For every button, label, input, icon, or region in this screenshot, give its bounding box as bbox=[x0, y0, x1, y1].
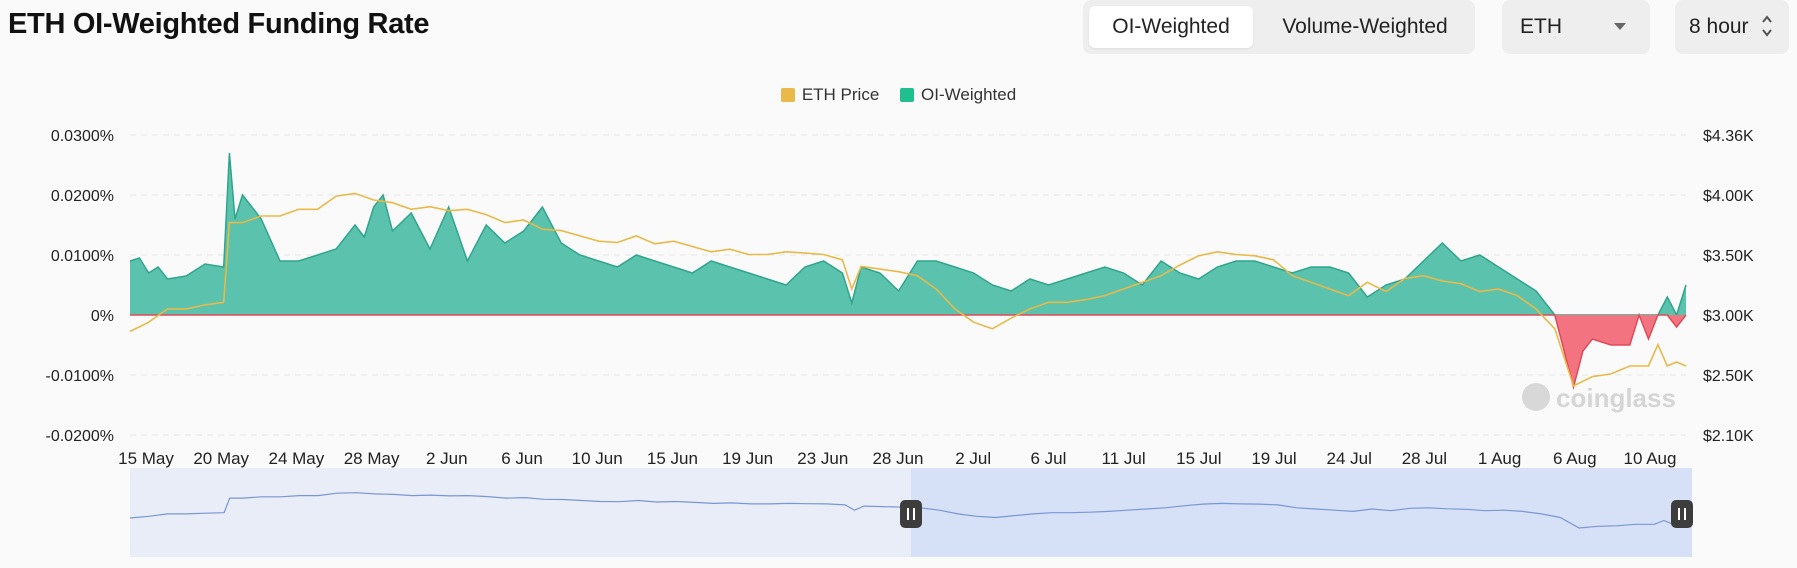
price-line bbox=[129, 192, 1687, 388]
x-tick-label: 6 Jul bbox=[1030, 449, 1066, 468]
navigator-selection[interactable] bbox=[911, 468, 1692, 557]
interval-select-value: 8 hour bbox=[1689, 15, 1749, 38]
watermark-text: coinglass bbox=[1556, 383, 1676, 413]
x-tick-label: 24 Jul bbox=[1327, 449, 1372, 468]
right-tick-label: $3.00K bbox=[1703, 308, 1754, 325]
x-tick-label: 2 Jun bbox=[426, 449, 468, 468]
x-tick-label: 1 Aug bbox=[1478, 449, 1522, 468]
left-tick-label: 0.0200% bbox=[51, 188, 114, 205]
left-tick-label: -0.0100% bbox=[46, 368, 115, 385]
x-tick-label: 15 May bbox=[118, 449, 174, 468]
right-tick-label: $2.10K bbox=[1703, 428, 1754, 445]
updown-caret-icon bbox=[1761, 12, 1773, 43]
x-tick-label: 6 Aug bbox=[1553, 449, 1597, 468]
legend-label-oi: OI-Weighted bbox=[921, 84, 1017, 104]
x-tick-label: 19 Jul bbox=[1251, 449, 1296, 468]
x-tick-label: 10 Aug bbox=[1624, 449, 1677, 468]
chart-legend: ETH Price OI-Weighted bbox=[0, 84, 1797, 105]
navigator[interactable] bbox=[129, 468, 1693, 557]
legend-swatch-oi bbox=[900, 87, 915, 102]
positive-area bbox=[130, 153, 1686, 315]
symbol-select-value: ETH bbox=[1520, 15, 1562, 38]
eth-price-line bbox=[129, 192, 1687, 388]
left-tick-label: 0% bbox=[91, 308, 114, 325]
x-tick-label: 23 Jun bbox=[797, 449, 848, 468]
x-axis: 15 May 20 May 24 May 28 May 2 Jun 6 Jun 10 Jun… bbox=[118, 449, 1676, 468]
x-tick-label: 19 Jun bbox=[722, 449, 773, 468]
x-tick-label: 15 Jul bbox=[1176, 449, 1221, 468]
positive-line bbox=[129, 152, 1687, 317]
x-tick-label: 15 Jun bbox=[647, 449, 698, 468]
x-tick-label: 10 Jun bbox=[572, 449, 623, 468]
x-tick-label: 28 May bbox=[344, 449, 400, 468]
weighting-toggle: OI-Weighted Volume-Weighted bbox=[1083, 0, 1475, 54]
x-tick-label: 28 Jun bbox=[872, 449, 923, 468]
legend-swatch-price bbox=[780, 87, 795, 102]
symbol-select[interactable]: ETH bbox=[1502, 0, 1650, 54]
right-tick-label: $4.36K bbox=[1703, 128, 1754, 145]
right-tick-label: $2.50K bbox=[1703, 368, 1754, 385]
navigator-handle-right[interactable] bbox=[1671, 500, 1693, 528]
interval-select[interactable]: 8 hour bbox=[1675, 0, 1789, 54]
x-tick-label: 11 Jul bbox=[1102, 449, 1146, 468]
left-tick-label: 0.0300% bbox=[51, 128, 114, 145]
negative-area bbox=[130, 315, 1686, 387]
left-tick-label: -0.0200% bbox=[46, 428, 115, 445]
watermark: coinglass bbox=[1522, 383, 1676, 413]
negative-line bbox=[130, 312, 1687, 390]
x-tick-label: 28 Jul bbox=[1402, 449, 1447, 468]
x-tick-label: 20 May bbox=[193, 449, 249, 468]
right-axis: $4.36K $4.00K $3.50K $3.00K $2.50K $2.10K bbox=[1703, 128, 1754, 445]
oi-weighted-tab[interactable]: OI-Weighted bbox=[1089, 6, 1253, 48]
right-tick-label: $4.00K bbox=[1703, 188, 1754, 205]
left-tick-label: 0.0100% bbox=[51, 248, 114, 265]
legend-label-price: ETH Price bbox=[801, 84, 880, 104]
navigator-handle-left[interactable] bbox=[900, 500, 922, 528]
x-tick-label: 6 Jun bbox=[501, 449, 543, 468]
page-title: ETH OI-Weighted Funding Rate bbox=[8, 8, 430, 40]
legend-item-price[interactable]: ETH Price bbox=[780, 84, 880, 105]
legend-item-oi[interactable]: OI-Weighted bbox=[900, 85, 1016, 105]
caret-down-icon bbox=[1614, 23, 1626, 30]
funding-area bbox=[129, 152, 1687, 390]
x-tick-label: 24 May bbox=[269, 449, 325, 468]
volume-weighted-tab[interactable]: Volume-Weighted bbox=[1282, 15, 1448, 38]
left-axis: 0.0300% 0.0200% 0.0100% 0% -0.0100% -0.0200% bbox=[46, 128, 115, 445]
x-tick-label: 2 Jul bbox=[955, 449, 991, 468]
right-tick-label: $3.50K bbox=[1703, 248, 1754, 265]
watermark-logo-icon bbox=[1522, 383, 1550, 411]
